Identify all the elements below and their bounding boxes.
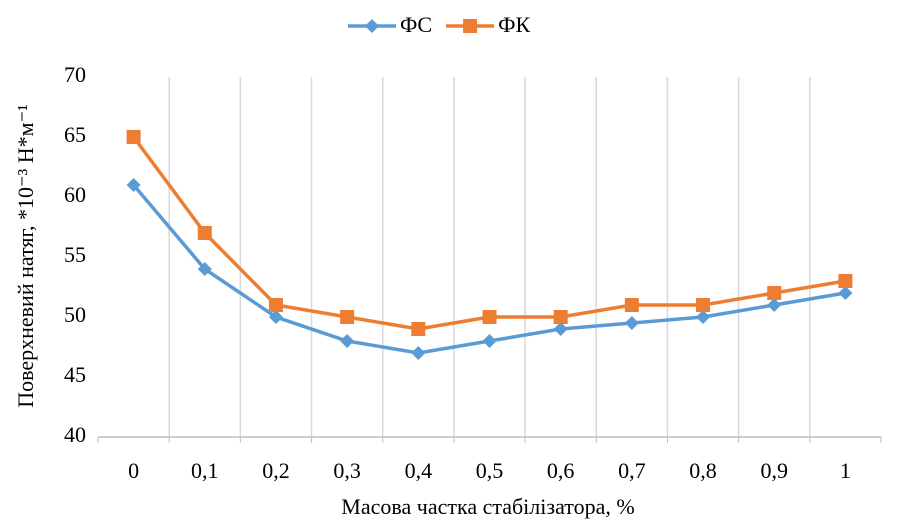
x-tick-label: 0,4	[405, 458, 433, 483]
data-point	[411, 346, 426, 360]
data-point	[268, 310, 283, 324]
data-point	[624, 298, 639, 312]
data-point	[553, 310, 568, 324]
data-point	[411, 322, 426, 336]
data-point	[624, 316, 639, 330]
data-point	[767, 298, 782, 312]
y-tick-label: 70	[64, 62, 86, 87]
y-tick-label: 45	[64, 362, 86, 387]
data-point	[197, 262, 212, 276]
y-axis-title: Поверхневий натяг, *10⁻³ Н*м⁻¹	[13, 104, 38, 408]
data-point	[553, 322, 568, 336]
x-tick-label: 0,5	[476, 458, 504, 483]
legend-marker	[463, 19, 478, 33]
x-tick-label: 1	[840, 458, 851, 483]
data-point	[838, 274, 853, 288]
y-tick-label: 65	[64, 122, 86, 147]
x-tick-label: 0,9	[760, 458, 788, 483]
x-axis-title: Масова частка стабілізатора, %	[341, 494, 634, 519]
data-point	[197, 226, 212, 240]
y-tick-label: 55	[64, 242, 86, 267]
data-point	[767, 286, 782, 300]
x-tick-label: 0,8	[689, 458, 717, 483]
x-tick-label: 0,1	[191, 458, 219, 483]
x-tick-label: 0,2	[262, 458, 290, 483]
x-tick-label: 0,3	[333, 458, 361, 483]
data-point	[696, 298, 711, 312]
y-tick-label: 40	[64, 422, 86, 447]
data-point	[482, 310, 497, 324]
data-point	[268, 298, 283, 312]
legend-marker	[365, 19, 379, 33]
y-tick-label: 50	[64, 302, 86, 327]
data-point	[340, 334, 355, 348]
data-point	[838, 286, 853, 300]
data-point	[340, 310, 355, 324]
legend-label: ФК	[498, 12, 530, 37]
x-tick-label: 0,6	[547, 458, 575, 483]
x-tick-label: 0,7	[618, 458, 646, 483]
y-tick-label: 60	[64, 182, 86, 207]
legend-label: ФС	[400, 12, 432, 37]
data-point	[482, 334, 497, 348]
data-point	[696, 310, 711, 324]
x-tick-label: 0	[128, 458, 139, 483]
data-point	[126, 178, 141, 192]
data-point	[126, 130, 141, 144]
